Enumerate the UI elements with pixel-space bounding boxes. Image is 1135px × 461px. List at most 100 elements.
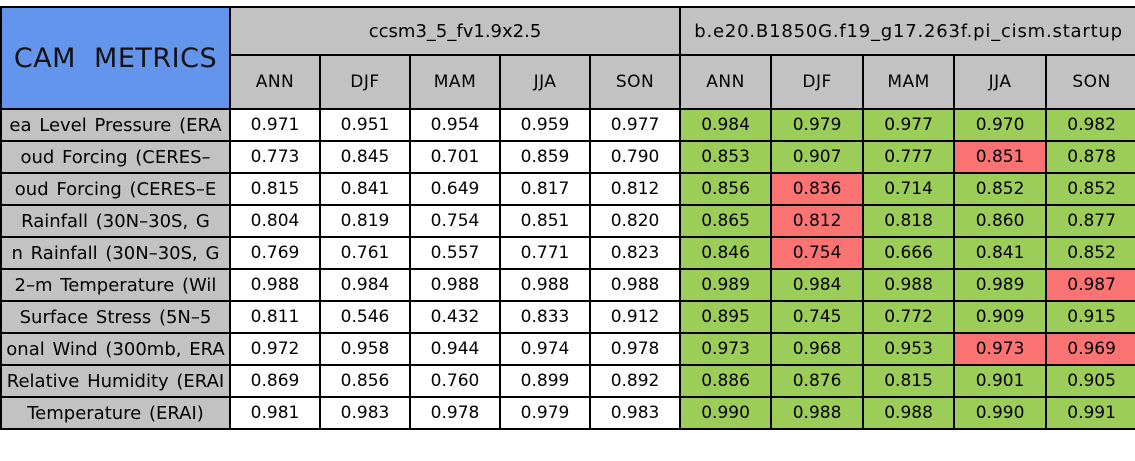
- season-header-m2-son: SON: [1045, 54, 1135, 110]
- season-header-m1-djf: DJF: [319, 54, 411, 110]
- metric-cell-model1-ann: 0.769: [229, 236, 321, 270]
- row-label: oud Forcing (CERES–: [0, 140, 231, 174]
- metric-cell-model2-djf: 0.968: [770, 332, 865, 366]
- model2-name-header: b.e20.B1850G.f19_g17.263f.pi_cism.startu…: [679, 6, 1135, 56]
- row-label: n Rainfall (30N–30S, G: [0, 236, 231, 270]
- metric-cell-model2-son: 0.991: [1045, 396, 1135, 430]
- table-row: n Rainfall (30N–30S, G 0.769 0.761 0.557 0.7…: [0, 236, 1135, 270]
- metric-cell-model2-jja: 0.973: [953, 332, 1048, 366]
- metric-cell-model2-jja: 0.990: [953, 396, 1048, 430]
- metric-cell-model1-djf: 0.856: [319, 364, 411, 398]
- metric-cell-model2-son: 0.969: [1045, 332, 1135, 366]
- row-label: ea Level Pressure (ERA: [0, 108, 231, 142]
- season-header-m1-ann: ANN: [229, 54, 321, 110]
- metric-cell-model1-jja: 0.817: [499, 172, 591, 206]
- metric-cell-model2-mam: 0.815: [862, 364, 956, 398]
- metric-cell-model1-mam: 0.754: [409, 204, 501, 238]
- metric-cell-model2-ann: 0.895: [679, 300, 773, 334]
- table-row: 2–m Temperature (Wil 0.988 0.984 0.988 0.988…: [0, 268, 1135, 302]
- metric-cell-model1-jja: 0.899: [499, 364, 591, 398]
- season-header-m2-ann: ANN: [679, 54, 773, 110]
- metric-cell-model2-son: 0.877: [1045, 204, 1135, 238]
- metric-cell-model1-son: 0.823: [588, 236, 682, 270]
- metric-cell-model2-djf: 0.984: [770, 268, 865, 302]
- metric-cell-model2-djf: 0.754: [770, 236, 865, 270]
- metric-cell-model2-ann: 0.856: [679, 172, 773, 206]
- metric-cell-model1-mam: 0.954: [409, 108, 501, 142]
- metric-cell-model2-mam: 0.777: [862, 140, 956, 174]
- metric-cell-model2-mam: 0.988: [862, 396, 956, 430]
- metric-cell-model2-mam: 0.977: [862, 108, 956, 142]
- metric-cell-model2-mam: 0.818: [862, 204, 956, 238]
- metric-cell-model2-son: 0.878: [1045, 140, 1135, 174]
- metric-cell-model2-djf: 0.836: [770, 172, 865, 206]
- metrics-body: ea Level Pressure (ERA 0.971 0.951 0.954 0.9…: [0, 108, 1135, 430]
- metric-cell-model2-ann: 0.865: [679, 204, 773, 238]
- metric-cell-model2-djf: 0.876: [770, 364, 865, 398]
- metric-cell-model2-jja: 0.860: [953, 204, 1048, 238]
- metric-cell-model2-ann: 0.984: [679, 108, 773, 142]
- metric-cell-model1-son: 0.790: [588, 140, 682, 174]
- metric-cell-model2-djf: 0.988: [770, 396, 865, 430]
- metric-cell-model1-son: 0.892: [588, 364, 682, 398]
- metric-cell-model1-jja: 0.959: [499, 108, 591, 142]
- metric-cell-model2-son: 0.852: [1045, 172, 1135, 206]
- metric-cell-model2-jja: 0.989: [953, 268, 1048, 302]
- metric-cell-model1-mam: 0.432: [409, 300, 501, 334]
- cam-metrics-table: CAM METRICS ccsm3_5_fv1.9x2.5 b.e20.B185…: [0, 6, 1135, 430]
- metric-cell-model2-mam: 0.772: [862, 300, 956, 334]
- metric-cell-model1-djf: 0.951: [319, 108, 411, 142]
- metric-cell-model1-ann: 0.971: [229, 108, 321, 142]
- metric-cell-model1-djf: 0.984: [319, 268, 411, 302]
- metric-cell-model1-jja: 0.771: [499, 236, 591, 270]
- metric-cell-model1-mam: 0.760: [409, 364, 501, 398]
- metric-cell-model1-djf: 0.958: [319, 332, 411, 366]
- metric-cell-model2-mam: 0.953: [862, 332, 956, 366]
- metric-cell-model1-son: 0.978: [588, 332, 682, 366]
- metric-cell-model1-son: 0.977: [588, 108, 682, 142]
- metric-cell-model2-son: 0.987: [1045, 268, 1135, 302]
- season-header-m1-jja: JJA: [499, 54, 591, 110]
- metric-cell-model1-son: 0.912: [588, 300, 682, 334]
- row-label: 2–m Temperature (Wil: [0, 268, 231, 302]
- metric-cell-model2-son: 0.982: [1045, 108, 1135, 142]
- metric-cell-model2-ann: 0.886: [679, 364, 773, 398]
- metric-cell-model1-mam: 0.701: [409, 140, 501, 174]
- metric-cell-model1-ann: 0.815: [229, 172, 321, 206]
- metric-cell-model1-ann: 0.869: [229, 364, 321, 398]
- metric-cell-model1-djf: 0.546: [319, 300, 411, 334]
- season-header-m2-mam: MAM: [862, 54, 956, 110]
- metric-cell-model1-djf: 0.845: [319, 140, 411, 174]
- metric-cell-model1-mam: 0.557: [409, 236, 501, 270]
- metric-cell-model2-son: 0.915: [1045, 300, 1135, 334]
- season-header-m1-son: SON: [588, 54, 682, 110]
- metric-cell-model2-ann: 0.973: [679, 332, 773, 366]
- metric-cell-model1-ann: 0.972: [229, 332, 321, 366]
- row-label: oud Forcing (CERES–E: [0, 172, 231, 206]
- season-header-m2-djf: DJF: [770, 54, 865, 110]
- metric-cell-model2-jja: 0.970: [953, 108, 1048, 142]
- metric-cell-model1-ann: 0.773: [229, 140, 321, 174]
- metric-cell-model1-son: 0.812: [588, 172, 682, 206]
- metric-cell-model2-djf: 0.979: [770, 108, 865, 142]
- metric-cell-model1-jja: 0.833: [499, 300, 591, 334]
- metric-cell-model2-jja: 0.851: [953, 140, 1048, 174]
- metric-cell-model1-mam: 0.978: [409, 396, 501, 430]
- table-row: ea Level Pressure (ERA 0.971 0.951 0.954 0.9…: [0, 108, 1135, 142]
- metric-cell-model2-ann: 0.853: [679, 140, 773, 174]
- metric-cell-model1-jja: 0.859: [499, 140, 591, 174]
- metric-cell-model2-ann: 0.846: [679, 236, 773, 270]
- metric-cell-model1-son: 0.988: [588, 268, 682, 302]
- metric-cell-model1-jja: 0.979: [499, 396, 591, 430]
- metric-cell-model2-djf: 0.745: [770, 300, 865, 334]
- table-row: oud Forcing (CERES–E 0.815 0.841 0.649 0.817…: [0, 172, 1135, 206]
- row-label: Surface Stress (5N–5: [0, 300, 231, 334]
- metric-cell-model1-mam: 0.649: [409, 172, 501, 206]
- metric-cell-model1-djf: 0.983: [319, 396, 411, 430]
- table-row: onal Wind (300mb, ERA 0.972 0.958 0.944 0.97…: [0, 332, 1135, 366]
- table-row: Relative Humidity (ERAI 0.869 0.856 0.760 0.…: [0, 364, 1135, 398]
- table-row: Surface Stress (5N–5 0.811 0.546 0.432 0.833…: [0, 300, 1135, 334]
- metric-cell-model2-jja: 0.852: [953, 172, 1048, 206]
- metric-cell-model1-ann: 0.804: [229, 204, 321, 238]
- metric-cell-model1-ann: 0.811: [229, 300, 321, 334]
